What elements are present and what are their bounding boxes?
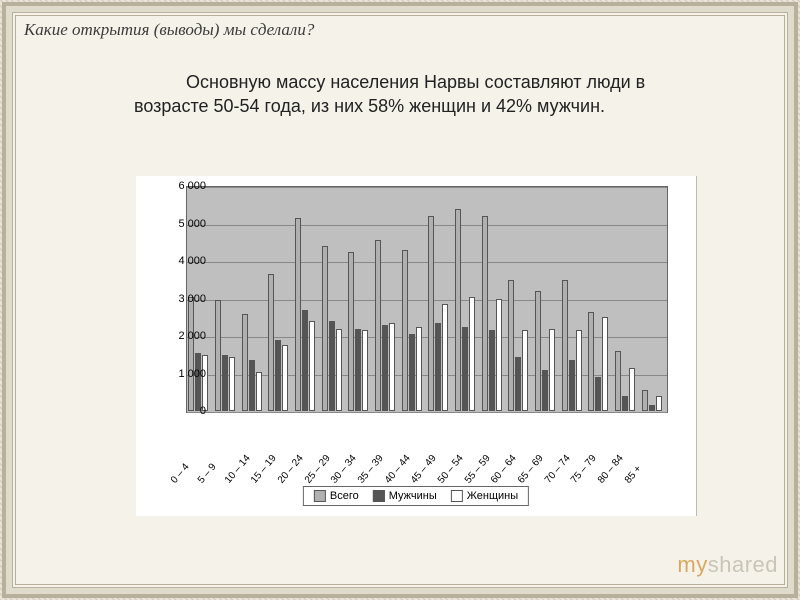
y-axis-label: 0 [162,405,206,417]
bar-w [282,345,288,411]
bar-m [569,360,575,411]
page-title: Какие открытия (выводы) мы сделали? [24,20,314,40]
legend-label-total: Всего [330,490,359,502]
bar-m [382,325,388,411]
bar-total [322,246,328,411]
bar-m [595,377,601,411]
legend-swatch-men [373,490,385,502]
bar-m [489,330,495,411]
bar-total [375,240,381,411]
bar-total [535,291,541,411]
bar-w [309,321,315,411]
bar-total [188,297,194,411]
bar-m [515,357,521,411]
bar-w [576,330,582,411]
bar-w [549,329,555,412]
bar-total [615,351,621,411]
y-axis-label: 6 000 [162,180,206,192]
legend-item-men: Мужчины [373,490,437,502]
bar-total [508,280,514,411]
slide-frame: Какие открытия (выводы) мы сделали? Осно… [12,12,788,588]
bar-total [348,252,354,411]
watermark-shared: shared [708,552,778,577]
bar-w [602,317,608,411]
bar-m [462,327,468,411]
body-text-content: Основную массу населения Нарвы составляю… [134,72,645,116]
bars-layer [186,186,666,411]
bar-w [522,330,528,411]
bar-m [249,360,255,411]
bar-m [275,340,281,411]
y-axis-label: 1 000 [162,368,206,380]
bar-total [428,216,434,411]
bar-total [642,390,648,411]
bar-total [455,209,461,412]
bar-w [229,357,235,411]
y-axis-label: 2 000 [162,330,206,342]
bar-w [362,330,368,411]
legend-label-women: Женщины [467,490,518,502]
bar-m [435,323,441,411]
bar-total [588,312,594,411]
population-chart: Всего Мужчины Женщины 0 1 000 2 000 3 000 4 … [136,176,697,516]
bar-total [482,216,488,411]
bar-total [295,218,301,411]
bar-total [402,250,408,411]
legend-item-women: Женщины [451,490,518,502]
bar-total [242,314,248,412]
bar-w [629,368,635,411]
body-paragraph: Основную массу населения Нарвы составляю… [134,70,714,119]
bar-w [496,299,502,412]
watermark: myshared [677,552,778,578]
y-axis-label: 5 000 [162,218,206,230]
bar-w [389,323,395,411]
y-axis-label: 3 000 [162,293,206,305]
bar-m [542,370,548,411]
legend-swatch-total [314,490,326,502]
legend-item-total: Всего [314,490,359,502]
legend-swatch-women [451,490,463,502]
bar-w [442,304,448,411]
bar-total [215,300,221,411]
bar-m [329,321,335,411]
watermark-my: my [677,552,707,577]
bar-w [256,372,262,411]
y-axis-label: 4 000 [162,255,206,267]
grid-line [187,412,667,413]
bar-w [416,327,422,411]
bar-total [562,280,568,411]
bar-m [649,405,655,411]
chart-legend: Всего Мужчины Женщины [303,486,529,506]
bar-total [268,274,274,411]
bar-m [622,396,628,411]
bar-m [302,310,308,411]
bar-m [195,353,201,411]
bar-m [355,329,361,412]
bar-w [469,297,475,411]
legend-label-men: Мужчины [389,490,437,502]
bar-w [336,329,342,412]
bar-w [656,396,662,411]
bar-w [202,355,208,411]
bar-m [409,334,415,411]
bar-m [222,355,228,411]
